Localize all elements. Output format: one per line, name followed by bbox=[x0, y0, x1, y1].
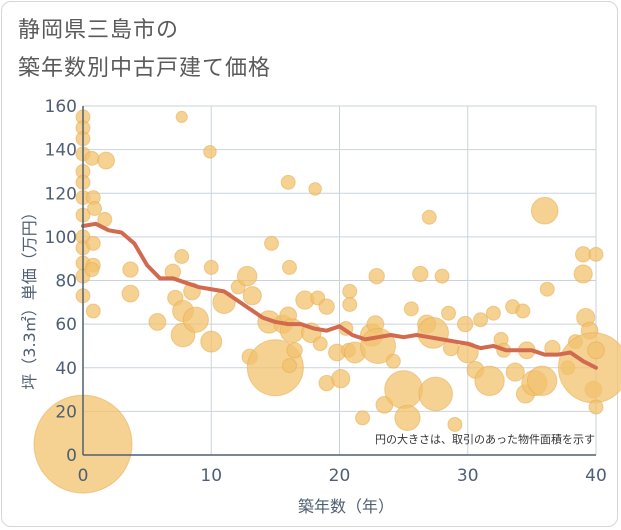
y-tick-label: 20 bbox=[55, 402, 77, 422]
data-bubble bbox=[587, 341, 605, 360]
data-bubble bbox=[121, 284, 140, 303]
data-bubble bbox=[342, 296, 358, 312]
data-bubble bbox=[412, 265, 429, 283]
data-bubble bbox=[473, 312, 489, 328]
data-bubble bbox=[385, 353, 401, 369]
data-bubble bbox=[384, 370, 424, 409]
trend-layer bbox=[81, 221, 598, 370]
x-axis-label: 築年数（年） bbox=[298, 497, 394, 516]
data-bubble bbox=[418, 376, 453, 412]
chart-note: 円の大きさは、取引のあった物件面積を示す bbox=[375, 432, 595, 446]
data-bubble bbox=[355, 410, 371, 426]
data-bubble bbox=[557, 332, 621, 404]
data-bubble bbox=[242, 286, 262, 306]
data-bubble bbox=[368, 267, 385, 285]
data-bubble bbox=[281, 259, 297, 275]
x-tick-label: 30 bbox=[457, 466, 479, 486]
data-bubble bbox=[85, 303, 101, 319]
x-tick-label: 0 bbox=[78, 466, 89, 486]
data-bubble bbox=[84, 150, 100, 166]
grid-lines bbox=[82, 105, 597, 456]
data-bubble bbox=[573, 264, 593, 284]
y-axis-label: 坪（3.3㎡）単価（万円） bbox=[20, 204, 39, 389]
data-bubble bbox=[318, 298, 335, 315]
x-tick-label: 20 bbox=[329, 466, 351, 486]
y-tick-label: 120 bbox=[45, 184, 77, 204]
bubble-layer bbox=[33, 109, 621, 494]
data-bubble bbox=[515, 303, 531, 319]
y-tick-label: 40 bbox=[55, 359, 77, 379]
data-bubble bbox=[175, 110, 188, 124]
data-bubble bbox=[526, 365, 558, 397]
data-bubble bbox=[588, 246, 604, 262]
x-tick-label: 40 bbox=[585, 466, 607, 486]
data-bubble bbox=[87, 201, 103, 217]
data-bubble bbox=[421, 209, 437, 225]
data-bubble bbox=[97, 151, 115, 170]
data-bubble bbox=[331, 369, 351, 389]
data-bubble bbox=[203, 259, 219, 275]
data-bubble bbox=[174, 249, 190, 265]
y-tick-label: 0 bbox=[66, 446, 77, 466]
data-bubble bbox=[148, 313, 167, 331]
data-bubble bbox=[200, 330, 223, 353]
data-bubble bbox=[122, 261, 139, 278]
data-bubble bbox=[308, 182, 322, 196]
data-bubble bbox=[312, 336, 328, 352]
data-bubble bbox=[441, 305, 457, 321]
data-bubble bbox=[456, 315, 474, 333]
data-bubble bbox=[264, 235, 280, 251]
data-bubble bbox=[474, 365, 505, 397]
data-bubble bbox=[447, 416, 463, 432]
data-bubble bbox=[281, 358, 297, 374]
chart-title-line2: 築年数別中古戸建て価格 bbox=[18, 56, 272, 81]
data-bubble bbox=[203, 145, 217, 159]
data-bubble bbox=[280, 174, 296, 190]
y-tick-label: 80 bbox=[55, 272, 77, 292]
y-tick-label: 160 bbox=[45, 97, 77, 117]
trend-line bbox=[81, 221, 598, 370]
data-bubble bbox=[286, 342, 303, 359]
axes: 0 20 40 60 80 100 120 140 160 0 10 20 30 40 bbox=[45, 97, 607, 486]
y-tick-label: 140 bbox=[45, 141, 77, 161]
data-bubble bbox=[403, 301, 419, 317]
data-bubble bbox=[485, 305, 501, 321]
data-bubble bbox=[539, 281, 555, 297]
data-bubble bbox=[85, 235, 101, 251]
data-bubble bbox=[394, 404, 421, 432]
x-tick-label: 10 bbox=[200, 466, 222, 486]
data-bubble bbox=[588, 399, 604, 415]
data-bubble bbox=[342, 283, 358, 299]
y-tick-label: 60 bbox=[55, 315, 77, 335]
chart-title-line1: 静岡県三島市の bbox=[18, 18, 180, 43]
data-bubble bbox=[417, 316, 450, 349]
data-bubble bbox=[434, 268, 450, 284]
data-bubble bbox=[84, 262, 100, 278]
data-bubble bbox=[236, 265, 258, 287]
data-bubble bbox=[505, 362, 525, 382]
y-tick-label: 100 bbox=[45, 228, 77, 248]
data-bubble bbox=[182, 306, 209, 333]
data-bubble bbox=[530, 196, 559, 225]
